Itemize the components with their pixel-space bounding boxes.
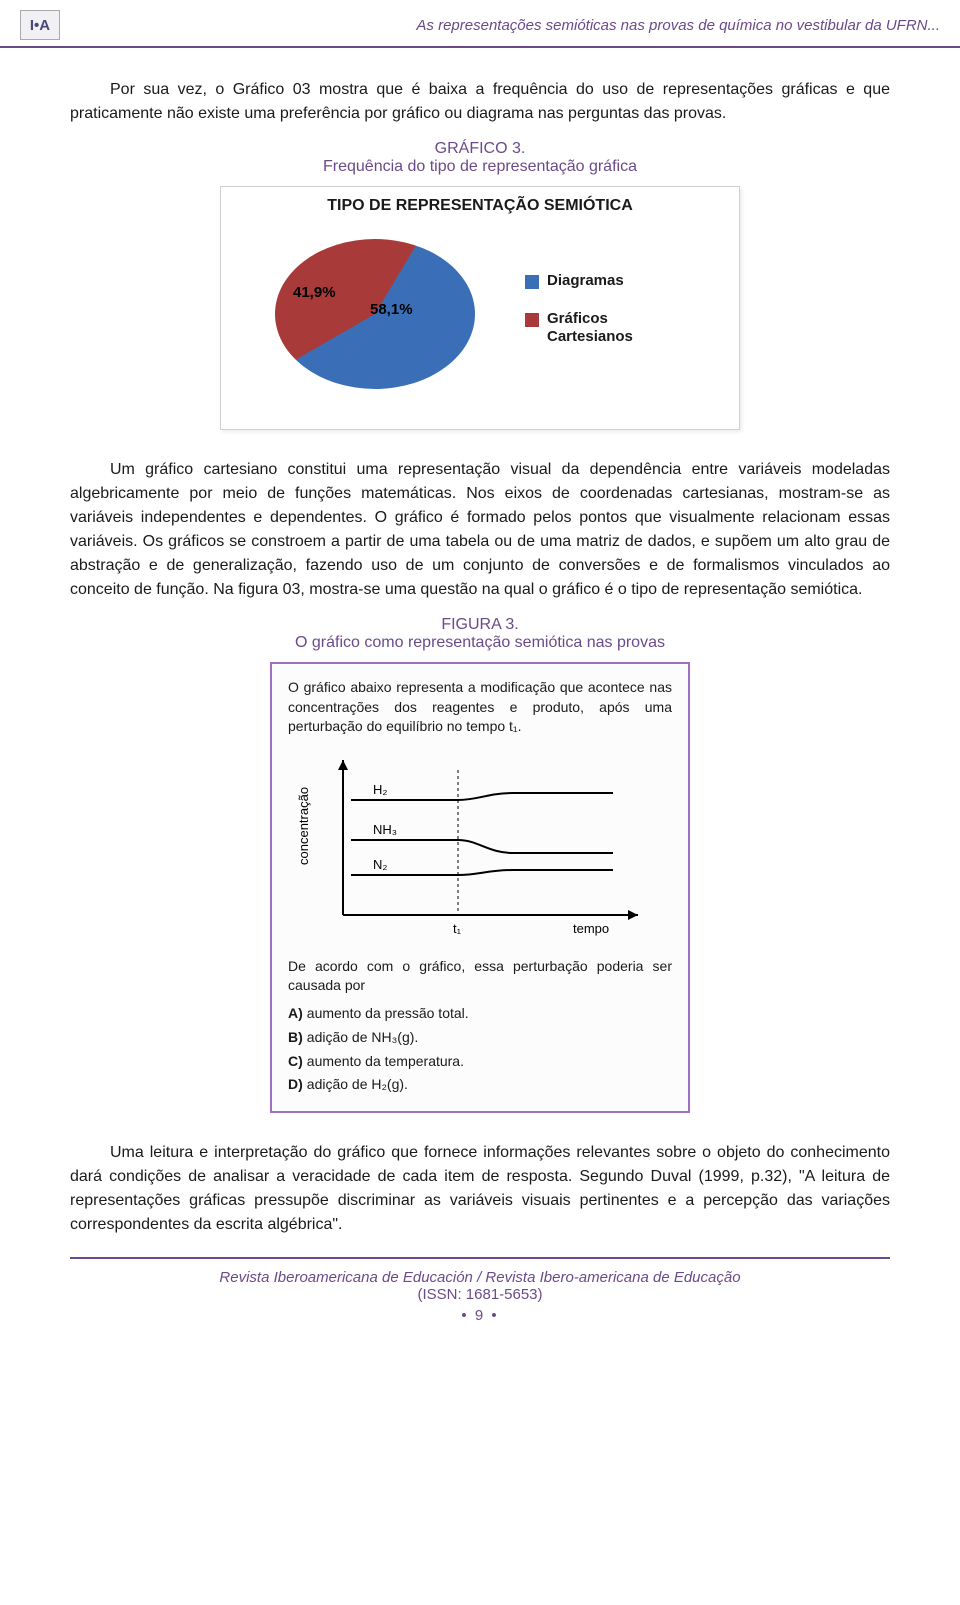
publisher-logo: I•A — [20, 10, 60, 40]
logo-text: I•A — [30, 17, 50, 34]
question-option-b: B)adição de NH₃(g). — [288, 1026, 672, 1050]
legend-item-1: GráficosCartesianos — [525, 310, 633, 346]
line-chart-svg: t₁ tempo concentração H₂ NH₃ N₂ — [288, 745, 676, 945]
question-option-d: D)adição de H₂(g). — [288, 1073, 672, 1097]
option-letter-a: A) — [288, 1005, 303, 1021]
legend-label-1: GráficosCartesianos — [547, 310, 633, 346]
page: I•A As representações semióticas nas pro… — [0, 0, 960, 1344]
question-figure: O gráfico abaixo representa a modificaçã… — [270, 662, 690, 1113]
page-content: Por sua vez, o Gráfico 03 mostra que é b… — [0, 48, 960, 1344]
grafico3-label: GRÁFICO 3. — [70, 140, 890, 158]
footer-journal-a: Revista Iberoamericana de Educación — [219, 1269, 472, 1286]
pie-slice-label-0: 58,1% — [370, 301, 413, 318]
svg-text:t₁: t₁ — [453, 921, 462, 936]
svg-text:N₂: N₂ — [373, 857, 387, 872]
paragraph-3: Uma leitura e interpretação do gráfico q… — [70, 1141, 890, 1237]
option-letter-b: B) — [288, 1029, 303, 1045]
footer-page-number: • 9 • — [70, 1307, 890, 1324]
page-header: I•A As representações semióticas nas pro… — [0, 0, 960, 48]
footer-issn: (ISSN: 1681-5653) — [70, 1286, 890, 1303]
footer-journal-b: / Revista Ibero-americana de Educação — [473, 1269, 741, 1286]
option-text-b: adição de NH₃(g). — [307, 1029, 419, 1045]
running-title: As representações semióticas nas provas … — [416, 17, 940, 34]
question-option-c: C)aumento da temperatura. — [288, 1050, 672, 1074]
question-prompt: De acordo com o gráfico, essa perturbaçã… — [288, 957, 672, 996]
legend-swatch-1 — [525, 313, 539, 327]
legend-item-0: Diagramas — [525, 272, 633, 290]
figura3-caption: O gráfico como representação semiótica n… — [70, 634, 890, 652]
figura3-label-text: FIGURA 3. — [441, 616, 518, 633]
footer-journal: Revista Iberoamericana de Educación / Re… — [70, 1269, 890, 1286]
option-text-d: adição de H₂(g). — [307, 1076, 408, 1092]
question-statement: O gráfico abaixo representa a modificaçã… — [288, 678, 672, 737]
svg-text:tempo: tempo — [573, 921, 609, 936]
option-text-c: aumento da temperatura. — [307, 1053, 464, 1069]
svg-text:NH₃: NH₃ — [373, 822, 397, 837]
page-footer: Revista Iberoamericana de Educación / Re… — [70, 1257, 890, 1324]
option-text-a: aumento da pressão total. — [307, 1005, 469, 1021]
pie-chart-figure: TIPO DE REPRESENTAÇÃO SEMIÓTICA 58,1% 41… — [220, 186, 740, 430]
grafico3-caption: Frequência do tipo de representação gráf… — [70, 158, 890, 176]
pie-chart-row: 58,1% 41,9% Diagramas GráficosCartesiano… — [235, 229, 725, 409]
option-letter-c: C) — [288, 1053, 303, 1069]
pie-chart-title: TIPO DE REPRESENTAÇÃO SEMIÓTICA — [235, 197, 725, 215]
svg-text:concentração: concentração — [296, 787, 311, 865]
paragraph-2: Um gráfico cartesiano constitui uma repr… — [70, 458, 890, 602]
svg-text:H₂: H₂ — [373, 782, 387, 797]
question-option-a: A)aumento da pressão total. — [288, 1002, 672, 1026]
figura3-label: FIGURA 3. — [70, 616, 890, 634]
option-letter-d: D) — [288, 1076, 303, 1092]
legend-swatch-0 — [525, 275, 539, 289]
question-line-chart: t₁ tempo concentração H₂ NH₃ N₂ — [288, 745, 672, 945]
pie-legend: Diagramas GráficosCartesianos — [525, 272, 633, 366]
legend-label-0: Diagramas — [547, 272, 624, 290]
pie-slice-label-1: 41,9% — [293, 284, 336, 301]
pie-chart-canvas: 58,1% 41,9% — [255, 229, 495, 409]
paragraph-1: Por sua vez, o Gráfico 03 mostra que é b… — [70, 78, 890, 126]
grafico3-label-text: GRÁFICO 3. — [435, 140, 526, 157]
